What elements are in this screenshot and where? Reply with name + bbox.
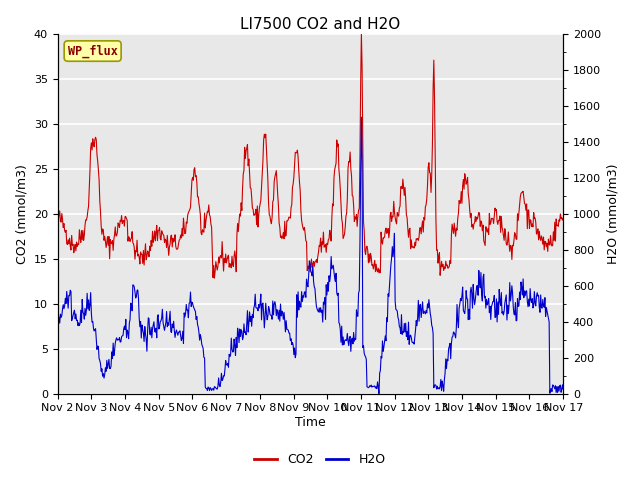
Y-axis label: H2O (mmol/m3): H2O (mmol/m3)	[607, 163, 620, 264]
Text: LI7500 CO2 and H2O: LI7500 CO2 and H2O	[240, 17, 400, 32]
Legend: CO2, H2O: CO2, H2O	[250, 448, 390, 471]
X-axis label: Time: Time	[295, 416, 326, 429]
Y-axis label: CO2 (mmol/m3): CO2 (mmol/m3)	[15, 164, 28, 264]
Text: WP_flux: WP_flux	[68, 45, 118, 58]
